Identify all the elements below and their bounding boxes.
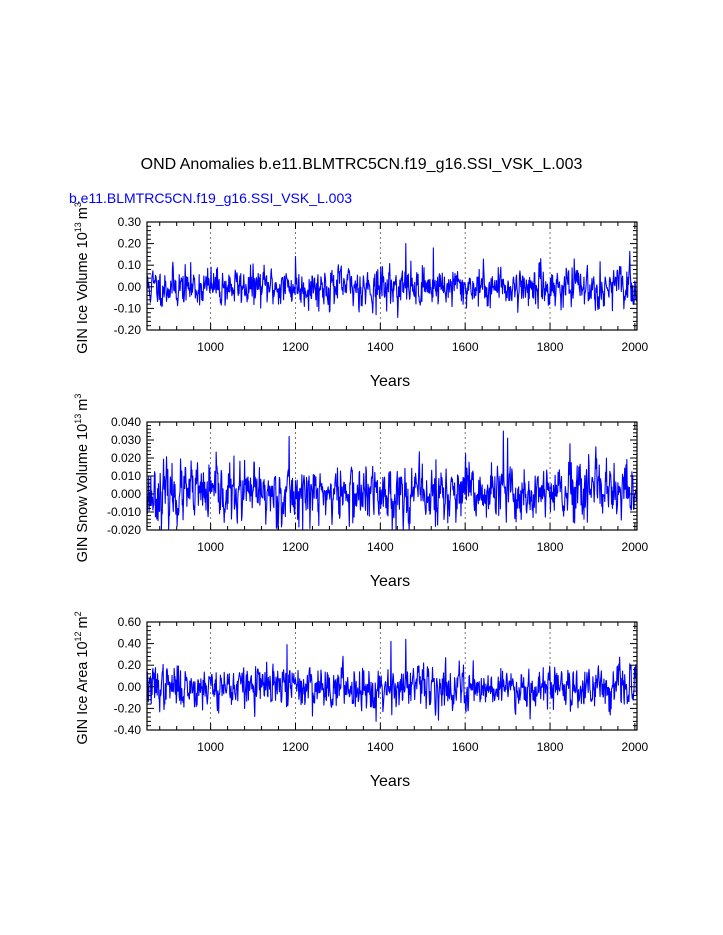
- y-axis-title-unit: m: [75, 399, 91, 411]
- y-axis-title-unit: m: [75, 207, 91, 219]
- x-tick-label: 1600: [452, 540, 479, 554]
- x-tick-label: 1600: [452, 740, 479, 754]
- case-subtitle: b.e11.BLMTRC5CN.f19_g16.SSI_VSK_L.003: [69, 190, 353, 206]
- y-axis-title-unit: m: [75, 616, 91, 628]
- x-tick-label: 1200: [282, 740, 309, 754]
- y-tick-label: -0.20: [114, 701, 142, 715]
- y-tick-label: 0.020: [111, 451, 141, 465]
- ice-area-series-line: [146, 638, 638, 722]
- y-axis-title: GIN Ice Area 1012 m2: [73, 611, 91, 744]
- y-tick-label: -0.10: [114, 301, 142, 315]
- y-axis-title-unit-exponent: 2: [73, 611, 83, 616]
- y-axis-title-unit-exponent: 3: [73, 394, 83, 399]
- page-title: OND Anomalies b.e11.BLMTRC5CN.f19_g16.SS…: [140, 156, 583, 173]
- x-axis-title: Years: [370, 573, 410, 590]
- y-tick-label: 0.00: [118, 280, 142, 294]
- ice-volume-plot-frame: [146, 221, 638, 331]
- x-tick-label: 1200: [282, 540, 309, 554]
- x-tick-label: 2000: [622, 340, 649, 354]
- y-tick-label: 0.60: [118, 615, 142, 629]
- y-tick-label: 0.00: [118, 680, 142, 694]
- x-axis-title: Years: [370, 773, 410, 790]
- x-tick-label: 1800: [537, 340, 564, 354]
- y-tick-label: 0.30: [118, 215, 142, 229]
- ice-volume-series-line: [146, 243, 638, 319]
- y-tick-label: 0.000: [111, 487, 141, 501]
- x-tick-label: 1800: [537, 540, 564, 554]
- y-tick-label: 0.40: [118, 637, 142, 651]
- y-tick-label: -0.20: [114, 323, 142, 337]
- y-axis-title-exponent: 13: [73, 414, 83, 424]
- y-tick-label: 0.10: [118, 258, 142, 272]
- y-tick-label: 0.20: [118, 237, 142, 251]
- y-axis-title-text: GIN Ice Area 10: [75, 641, 91, 744]
- y-tick-label: 0.010: [111, 469, 141, 483]
- y-axis-title-unit-exponent: 3: [73, 202, 83, 207]
- y-axis-title-text: GIN Snow Volume 10: [75, 424, 91, 563]
- x-tick-label: 1400: [367, 540, 394, 554]
- snow-volume-panel: -0.020 -0.010 0.000 0.010 0.020 0.030 0.040 100…: [73, 394, 649, 590]
- y-tick-label: -0.40: [114, 723, 142, 737]
- x-tick-label: 2000: [622, 740, 649, 754]
- y-tick-label: -0.010: [107, 505, 141, 519]
- y-axis-title-exponent: 13: [73, 222, 83, 232]
- x-tick-label: 1200: [282, 340, 309, 354]
- x-tick-label: 1000: [197, 540, 224, 554]
- x-tick-label: 1000: [197, 340, 224, 354]
- y-tick-label: 0.040: [111, 415, 141, 429]
- y-axis-title-text: GIN Ice Volume 10: [75, 232, 91, 354]
- snow-volume-series-line: [146, 430, 638, 531]
- x-axis-title: Years: [370, 373, 410, 390]
- y-tick-label: 0.030: [111, 433, 141, 447]
- y-axis-title-exponent: 12: [73, 631, 83, 641]
- y-tick-label: -0.020: [107, 523, 141, 537]
- ice-volume-panel: -0.20 -0.10 0.00 0.10 0.20 0.30 1000 1200 1400 16…: [73, 202, 649, 390]
- x-tick-label: 1400: [367, 340, 394, 354]
- ice-area-panel: -0.40 -0.20 0.00 0.20 0.40 0.60 1000 1200 1400 16…: [73, 611, 649, 790]
- y-tick-label: 0.20: [118, 658, 142, 672]
- y-axis-title: GIN Ice Volume 1013 m3: [73, 202, 91, 354]
- x-tick-label: 1600: [452, 340, 479, 354]
- y-axis-title: GIN Snow Volume 1013 m3: [73, 394, 91, 563]
- x-tick-label: 1800: [537, 740, 564, 754]
- x-tick-label: 1000: [197, 740, 224, 754]
- x-tick-label: 1400: [367, 740, 394, 754]
- ice-area-plot-frame: [146, 621, 638, 731]
- x-tick-label: 2000: [622, 540, 649, 554]
